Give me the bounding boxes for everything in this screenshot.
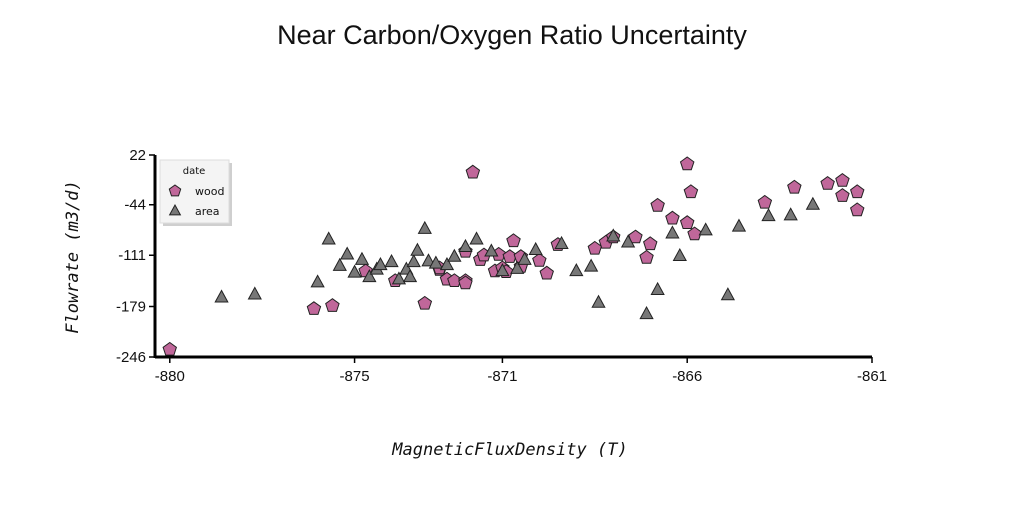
- area-point: [362, 269, 377, 283]
- legend-marker-area: [168, 203, 182, 216]
- area-point: [620, 234, 636, 248]
- x-axis-ticks: -880 -875 -871 -866 -861: [155, 357, 887, 385]
- wood-point: [643, 236, 658, 251]
- area-point: [321, 231, 336, 245]
- x-axis-label: MagneticFluxDensity (T): [391, 440, 627, 460]
- area-point: [402, 269, 418, 283]
- area-point: [606, 228, 621, 242]
- area-point: [650, 281, 665, 295]
- area-point: [410, 242, 425, 256]
- y-tick-label: 22: [129, 147, 146, 164]
- series-area: [214, 196, 821, 320]
- wood-point: [679, 156, 695, 171]
- area-point: [495, 263, 510, 277]
- wood-point: [539, 265, 554, 280]
- area-point: [554, 235, 569, 249]
- x-tick-label: -861: [857, 368, 887, 385]
- area-point: [783, 207, 798, 221]
- wood-point: [587, 240, 603, 255]
- area-point: [354, 251, 370, 265]
- x-tick-label: -880: [155, 368, 185, 385]
- wood-point: [850, 184, 865, 199]
- area-point: [310, 274, 325, 288]
- y-tick-label: -179: [116, 299, 146, 316]
- y-tick-label: -246: [116, 349, 146, 366]
- area-point: [417, 220, 432, 234]
- area-point: [384, 253, 399, 268]
- x-tick-label: -871: [487, 368, 517, 385]
- area-point: [510, 260, 525, 274]
- y-tick-label: -44: [124, 197, 146, 214]
- wood-point: [679, 215, 695, 229]
- legend-marker-wood: [168, 184, 182, 197]
- wood-point: [325, 298, 340, 312]
- wood-point: [162, 341, 177, 356]
- area-point: [569, 263, 584, 277]
- wood-point: [306, 301, 322, 315]
- area-point: [805, 196, 821, 210]
- legend-title: date: [183, 166, 206, 177]
- y-axis-label: Flowrate (m3/d): [63, 180, 83, 334]
- wood-point: [639, 249, 654, 264]
- area-point: [731, 218, 747, 232]
- area-point: [458, 238, 473, 253]
- legend: date wood area: [159, 159, 232, 226]
- area-point: [517, 251, 532, 265]
- plot-area: [162, 156, 865, 356]
- area-point: [332, 257, 347, 271]
- area-point: [528, 241, 543, 256]
- area-point: [469, 231, 484, 245]
- wood-point: [628, 229, 643, 244]
- wood-point: [820, 175, 835, 190]
- area-point: [421, 253, 436, 267]
- legend-items: wood area: [168, 184, 224, 218]
- area-point: [373, 257, 388, 271]
- area-point: [340, 246, 355, 260]
- area-point: [665, 225, 680, 239]
- area-point: [761, 208, 776, 222]
- wood-point: [835, 188, 850, 202]
- wood-point: [650, 197, 665, 212]
- area-point: [428, 255, 444, 269]
- area-point: [639, 305, 654, 320]
- x-tick-label: -875: [340, 368, 370, 385]
- area-point: [214, 289, 229, 303]
- wood-point: [506, 233, 521, 248]
- wood-point: [665, 210, 680, 225]
- wood-point: [787, 179, 802, 194]
- series-wood: [162, 156, 865, 356]
- area-point: [391, 271, 407, 285]
- area-point: [591, 294, 606, 308]
- area-point: [439, 257, 455, 271]
- area-point: [672, 247, 687, 262]
- wood-point: [532, 252, 547, 267]
- wood-point: [417, 295, 433, 310]
- chart-title: Near Carbon/Oxygen Ratio Uncertainty: [277, 20, 747, 50]
- wood-point: [458, 275, 473, 290]
- wood-point: [850, 202, 865, 217]
- y-tick-label: -111: [118, 247, 146, 264]
- x-tick-label: -866: [672, 368, 702, 385]
- area-point: [484, 243, 499, 257]
- legend-label-area: area: [195, 205, 220, 218]
- wood-point: [683, 184, 699, 199]
- area-point: [720, 287, 736, 301]
- area-point: [347, 264, 362, 278]
- y-axis-ticks: 22 -44 -111 -179 -246: [116, 147, 155, 366]
- wood-point: [835, 172, 850, 187]
- area-point: [698, 222, 713, 236]
- area-point: [406, 253, 421, 268]
- wood-point: [757, 194, 773, 209]
- area-point: [583, 258, 599, 272]
- legend-label-wood: wood: [195, 185, 224, 198]
- wood-point: [687, 226, 702, 241]
- wood-point: [465, 164, 481, 179]
- area-point: [247, 286, 262, 300]
- area-point: [447, 248, 462, 262]
